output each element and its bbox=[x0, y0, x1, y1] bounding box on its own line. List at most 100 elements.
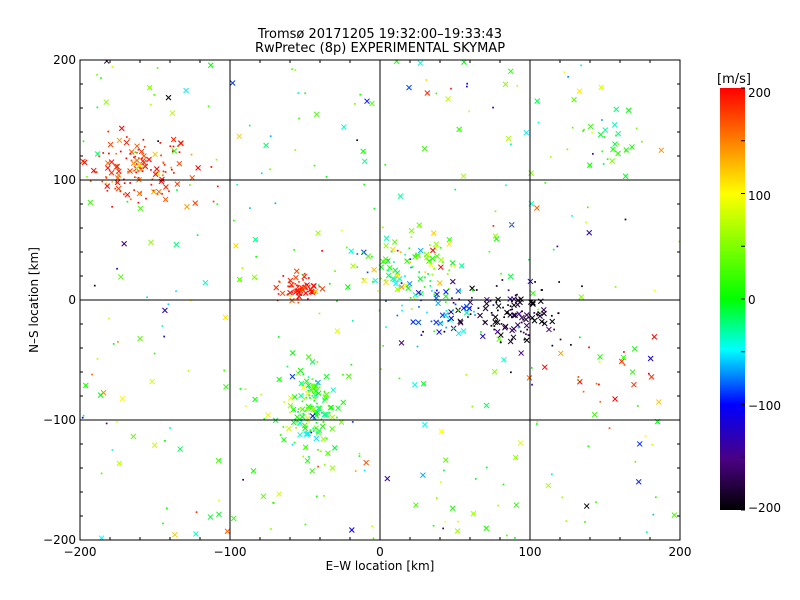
data-point bbox=[537, 298, 544, 305]
data-point bbox=[505, 184, 507, 187]
data-point bbox=[212, 200, 215, 203]
data-point bbox=[631, 381, 637, 388]
data-point bbox=[506, 310, 509, 313]
axis-ticks bbox=[79, 59, 681, 541]
data-point bbox=[408, 247, 411, 250]
data-point bbox=[363, 459, 369, 466]
data-point bbox=[116, 168, 122, 175]
data-point bbox=[301, 400, 304, 403]
data-point bbox=[290, 406, 297, 413]
data-point bbox=[119, 395, 126, 402]
data-point bbox=[170, 136, 177, 143]
data-point bbox=[153, 94, 156, 96]
data-point bbox=[303, 398, 306, 400]
data-point bbox=[550, 473, 553, 476]
data-point bbox=[534, 98, 541, 104]
data-point bbox=[534, 281, 536, 283]
data-point bbox=[537, 311, 539, 314]
data-point bbox=[309, 468, 316, 474]
data-point bbox=[89, 180, 92, 183]
data-point bbox=[289, 350, 296, 356]
data-point bbox=[301, 384, 307, 391]
data-point bbox=[276, 376, 282, 383]
data-point bbox=[527, 334, 530, 336]
data-point bbox=[429, 244, 431, 247]
data-point bbox=[223, 369, 226, 372]
data-point bbox=[277, 336, 280, 338]
data-point bbox=[652, 513, 655, 516]
data-point bbox=[174, 181, 181, 187]
data-point bbox=[430, 289, 433, 292]
data-point bbox=[644, 435, 647, 438]
data-point bbox=[435, 92, 438, 95]
data-point bbox=[563, 71, 566, 74]
data-point bbox=[176, 189, 178, 191]
data-point bbox=[323, 463, 326, 466]
data-point bbox=[457, 319, 464, 326]
data-point bbox=[152, 171, 159, 178]
data-point bbox=[544, 182, 547, 184]
data-point bbox=[123, 193, 125, 196]
data-point bbox=[541, 320, 548, 327]
data-point bbox=[137, 201, 140, 204]
data-point bbox=[585, 221, 587, 224]
data-point bbox=[244, 388, 247, 391]
data-point bbox=[177, 446, 184, 452]
data-point bbox=[510, 143, 512, 146]
data-point bbox=[286, 293, 289, 296]
data-point bbox=[274, 202, 277, 205]
data-point bbox=[390, 250, 393, 253]
data-point bbox=[156, 193, 159, 196]
data-point bbox=[348, 527, 355, 533]
data-point bbox=[651, 334, 658, 340]
data-point bbox=[410, 266, 412, 269]
data-point bbox=[396, 249, 399, 252]
data-point bbox=[81, 416, 84, 419]
data-point bbox=[100, 77, 102, 79]
data-point bbox=[146, 84, 153, 91]
data-point bbox=[171, 150, 174, 153]
data-point bbox=[401, 304, 403, 307]
data-point bbox=[141, 170, 144, 173]
data-point bbox=[537, 121, 540, 124]
data-point bbox=[557, 350, 564, 357]
data-point bbox=[356, 253, 359, 255]
data-point bbox=[163, 164, 166, 166]
data-point bbox=[91, 373, 93, 376]
data-point bbox=[328, 414, 330, 417]
data-point bbox=[509, 309, 512, 311]
data-point bbox=[433, 267, 436, 270]
data-point bbox=[294, 69, 297, 71]
data-point bbox=[436, 329, 442, 335]
data-point bbox=[269, 135, 272, 138]
data-point bbox=[255, 255, 258, 258]
data-point bbox=[469, 306, 472, 309]
data-point bbox=[302, 274, 304, 276]
data-point bbox=[297, 408, 300, 411]
data-point bbox=[250, 468, 257, 474]
data-point bbox=[263, 418, 266, 420]
data-point bbox=[415, 319, 422, 326]
data-point bbox=[287, 402, 294, 409]
data-point bbox=[105, 160, 111, 166]
data-point bbox=[511, 308, 514, 311]
data-point bbox=[111, 180, 114, 183]
data-point bbox=[429, 285, 432, 287]
data-point bbox=[351, 421, 354, 423]
data-point bbox=[363, 469, 366, 472]
data-point bbox=[105, 182, 108, 185]
data-point bbox=[507, 304, 509, 306]
data-point bbox=[442, 312, 449, 318]
data-point bbox=[385, 326, 387, 328]
x-tick-label: 200 bbox=[669, 545, 692, 559]
data-point bbox=[130, 433, 137, 440]
data-point bbox=[369, 100, 375, 107]
data-point bbox=[223, 383, 229, 390]
data-point bbox=[290, 405, 293, 408]
data-point bbox=[361, 277, 367, 284]
data-point bbox=[303, 378, 310, 385]
data-point bbox=[169, 110, 176, 116]
data-point bbox=[288, 285, 290, 288]
data-point bbox=[126, 200, 129, 203]
data-point bbox=[591, 131, 593, 134]
